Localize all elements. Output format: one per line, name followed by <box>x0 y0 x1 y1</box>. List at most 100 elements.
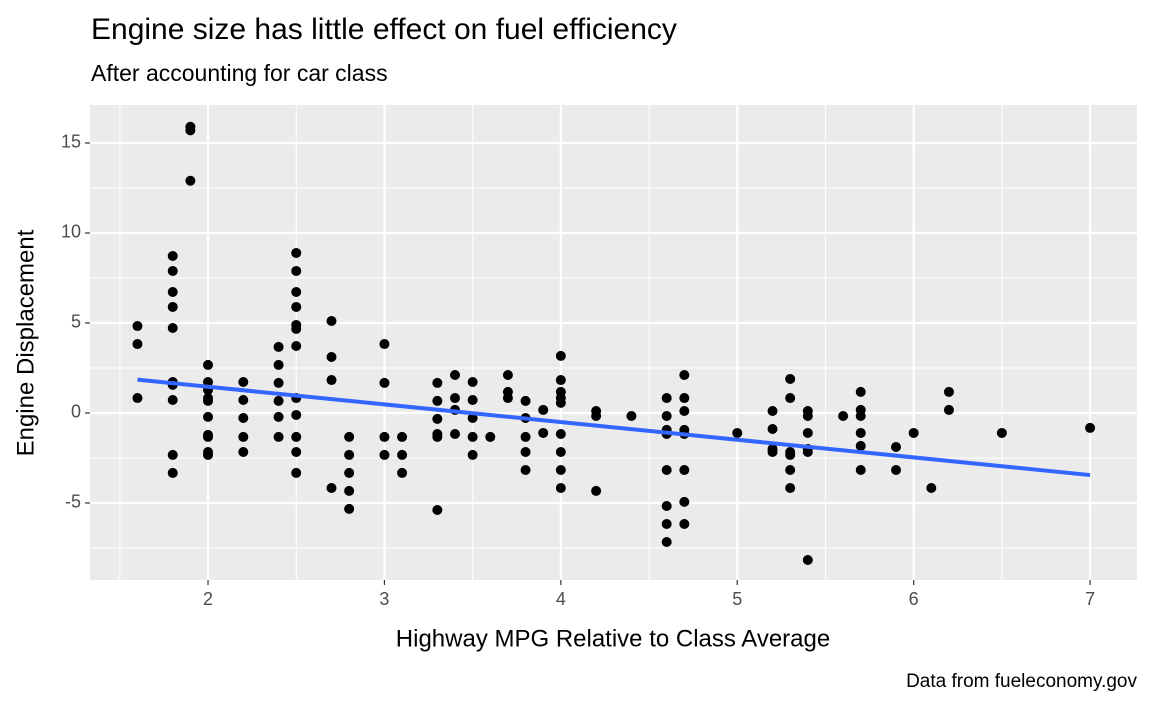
point <box>555 429 566 440</box>
point <box>449 369 460 380</box>
point <box>273 377 284 388</box>
point <box>432 431 443 442</box>
point <box>167 265 178 276</box>
point <box>167 449 178 460</box>
point <box>679 405 690 416</box>
point <box>891 465 902 476</box>
point <box>855 465 866 476</box>
point <box>238 447 249 458</box>
y-tick-label: 5 <box>71 312 81 332</box>
point <box>203 359 214 370</box>
point <box>167 301 178 312</box>
point <box>397 431 408 442</box>
x-tick-label: 7 <box>1085 589 1095 609</box>
point <box>679 393 690 404</box>
point <box>432 377 443 388</box>
point <box>855 411 866 422</box>
y-axis-title: Engine Displacement <box>12 229 39 456</box>
point <box>802 411 813 422</box>
point <box>767 447 778 458</box>
point <box>855 427 866 438</box>
point <box>943 404 954 415</box>
point <box>908 427 919 438</box>
point <box>502 369 513 380</box>
point <box>167 287 178 298</box>
point <box>679 519 690 530</box>
point <box>291 301 302 312</box>
y-tick-label: 0 <box>71 402 81 422</box>
point <box>344 431 355 442</box>
point <box>273 359 284 370</box>
point <box>273 431 284 442</box>
point <box>291 409 302 420</box>
x-axis-title: Highway MPG Relative to Class Average <box>396 625 830 652</box>
point <box>555 465 566 476</box>
y-tick-label: 10 <box>61 222 81 242</box>
point <box>432 504 443 515</box>
point <box>291 447 302 458</box>
point <box>767 405 778 416</box>
point <box>344 449 355 460</box>
trend-line <box>137 377 1091 478</box>
point <box>185 125 196 136</box>
point <box>855 440 866 451</box>
point <box>555 397 566 408</box>
point <box>785 373 796 384</box>
x-tick-label: 2 <box>203 589 213 609</box>
point <box>449 393 460 404</box>
point <box>344 485 355 496</box>
point <box>238 377 249 388</box>
point <box>291 323 302 334</box>
point <box>679 496 690 507</box>
point <box>555 375 566 386</box>
point <box>996 427 1007 438</box>
point <box>943 386 954 397</box>
point <box>167 395 178 406</box>
point <box>167 323 178 334</box>
point <box>273 411 284 422</box>
point <box>538 404 549 415</box>
point <box>785 483 796 494</box>
point <box>291 467 302 478</box>
point <box>661 393 672 404</box>
point <box>785 393 796 404</box>
y-tick-label: -5 <box>65 492 81 512</box>
point <box>626 411 637 422</box>
x-tick-label: 3 <box>379 589 389 609</box>
point <box>838 411 849 422</box>
point <box>185 175 196 186</box>
point <box>238 395 249 406</box>
point <box>397 467 408 478</box>
point <box>203 411 214 422</box>
point <box>485 431 496 442</box>
x-tick-label: 6 <box>909 589 919 609</box>
point <box>379 377 390 388</box>
point <box>926 483 937 494</box>
point <box>802 427 813 438</box>
point <box>679 369 690 380</box>
point <box>203 395 214 406</box>
point <box>344 467 355 478</box>
point <box>326 375 337 386</box>
point <box>467 377 478 388</box>
point <box>591 485 602 496</box>
point <box>291 247 302 258</box>
point <box>785 465 796 476</box>
point <box>520 447 531 458</box>
point <box>203 431 214 442</box>
point <box>855 386 866 397</box>
point <box>785 449 796 460</box>
point <box>661 465 672 476</box>
point <box>555 447 566 458</box>
point <box>132 393 143 404</box>
point <box>891 441 902 452</box>
point <box>502 393 513 404</box>
point <box>467 449 478 460</box>
point <box>802 447 813 458</box>
point <box>273 395 284 406</box>
chart-title: Engine size has little effect on fuel ef… <box>91 13 677 46</box>
point <box>661 501 672 512</box>
point <box>661 537 672 548</box>
point <box>326 315 337 326</box>
point <box>238 413 249 424</box>
